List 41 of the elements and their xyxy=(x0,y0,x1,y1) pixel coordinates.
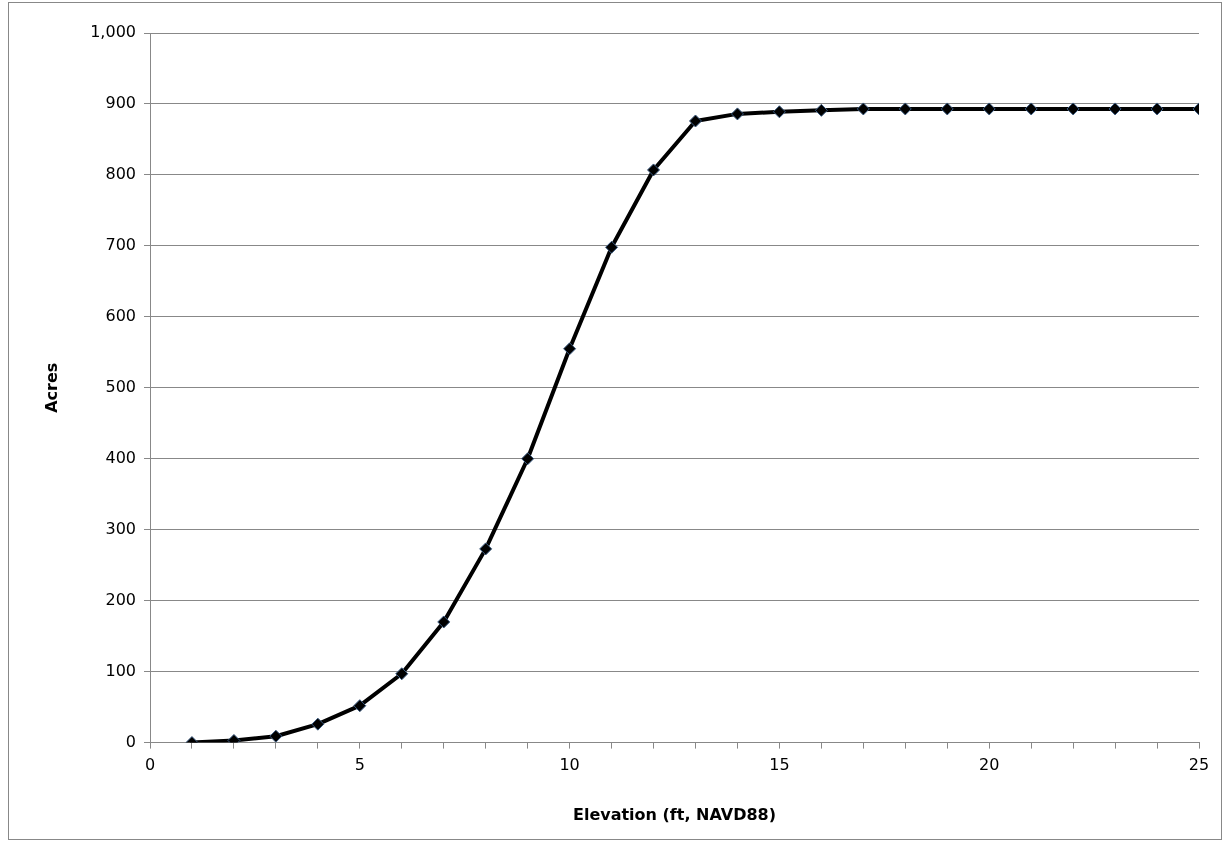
point xyxy=(940,102,954,116)
y-tick-label: 400 xyxy=(105,447,136,467)
y-tick-label: 300 xyxy=(105,518,136,538)
y-tick-label: 100 xyxy=(105,660,136,680)
point xyxy=(1024,102,1038,116)
x-axis-title: Elevation (ft, NAVD88) xyxy=(572,804,777,824)
x-tick-label: 15 xyxy=(769,755,790,775)
point xyxy=(311,717,325,731)
y-tick-label: 800 xyxy=(105,164,136,184)
point xyxy=(1108,102,1122,116)
y-axis-title: Acres xyxy=(41,362,61,413)
point xyxy=(1066,102,1080,116)
point xyxy=(563,342,577,356)
point xyxy=(1150,102,1164,116)
point xyxy=(814,103,828,117)
x-tick-label: 10 xyxy=(559,755,580,775)
point xyxy=(647,163,661,177)
y-tick-label: 200 xyxy=(105,589,136,609)
point xyxy=(479,542,493,556)
point xyxy=(730,107,744,121)
point xyxy=(772,105,786,119)
x-tick-label: 20 xyxy=(979,755,1000,775)
x-tick-label: 25 xyxy=(1188,755,1210,775)
y-tick-label: 700 xyxy=(105,235,136,255)
point xyxy=(982,102,996,116)
y-tick-label: 600 xyxy=(105,306,136,325)
y-tick-label: 1,000 xyxy=(90,22,136,42)
point xyxy=(688,114,702,128)
point xyxy=(395,667,409,681)
point xyxy=(521,452,535,466)
point xyxy=(856,102,870,116)
y-tick-label: 900 xyxy=(105,93,136,113)
point xyxy=(353,699,367,713)
point xyxy=(437,615,451,629)
point xyxy=(269,729,283,743)
y-tick-label: 0 xyxy=(125,731,136,751)
y-tick-label: 500 xyxy=(105,376,136,396)
point xyxy=(605,240,619,254)
point xyxy=(898,102,912,116)
x-tick-label: 0 xyxy=(144,755,156,775)
x-tick-label: 5 xyxy=(354,755,365,775)
